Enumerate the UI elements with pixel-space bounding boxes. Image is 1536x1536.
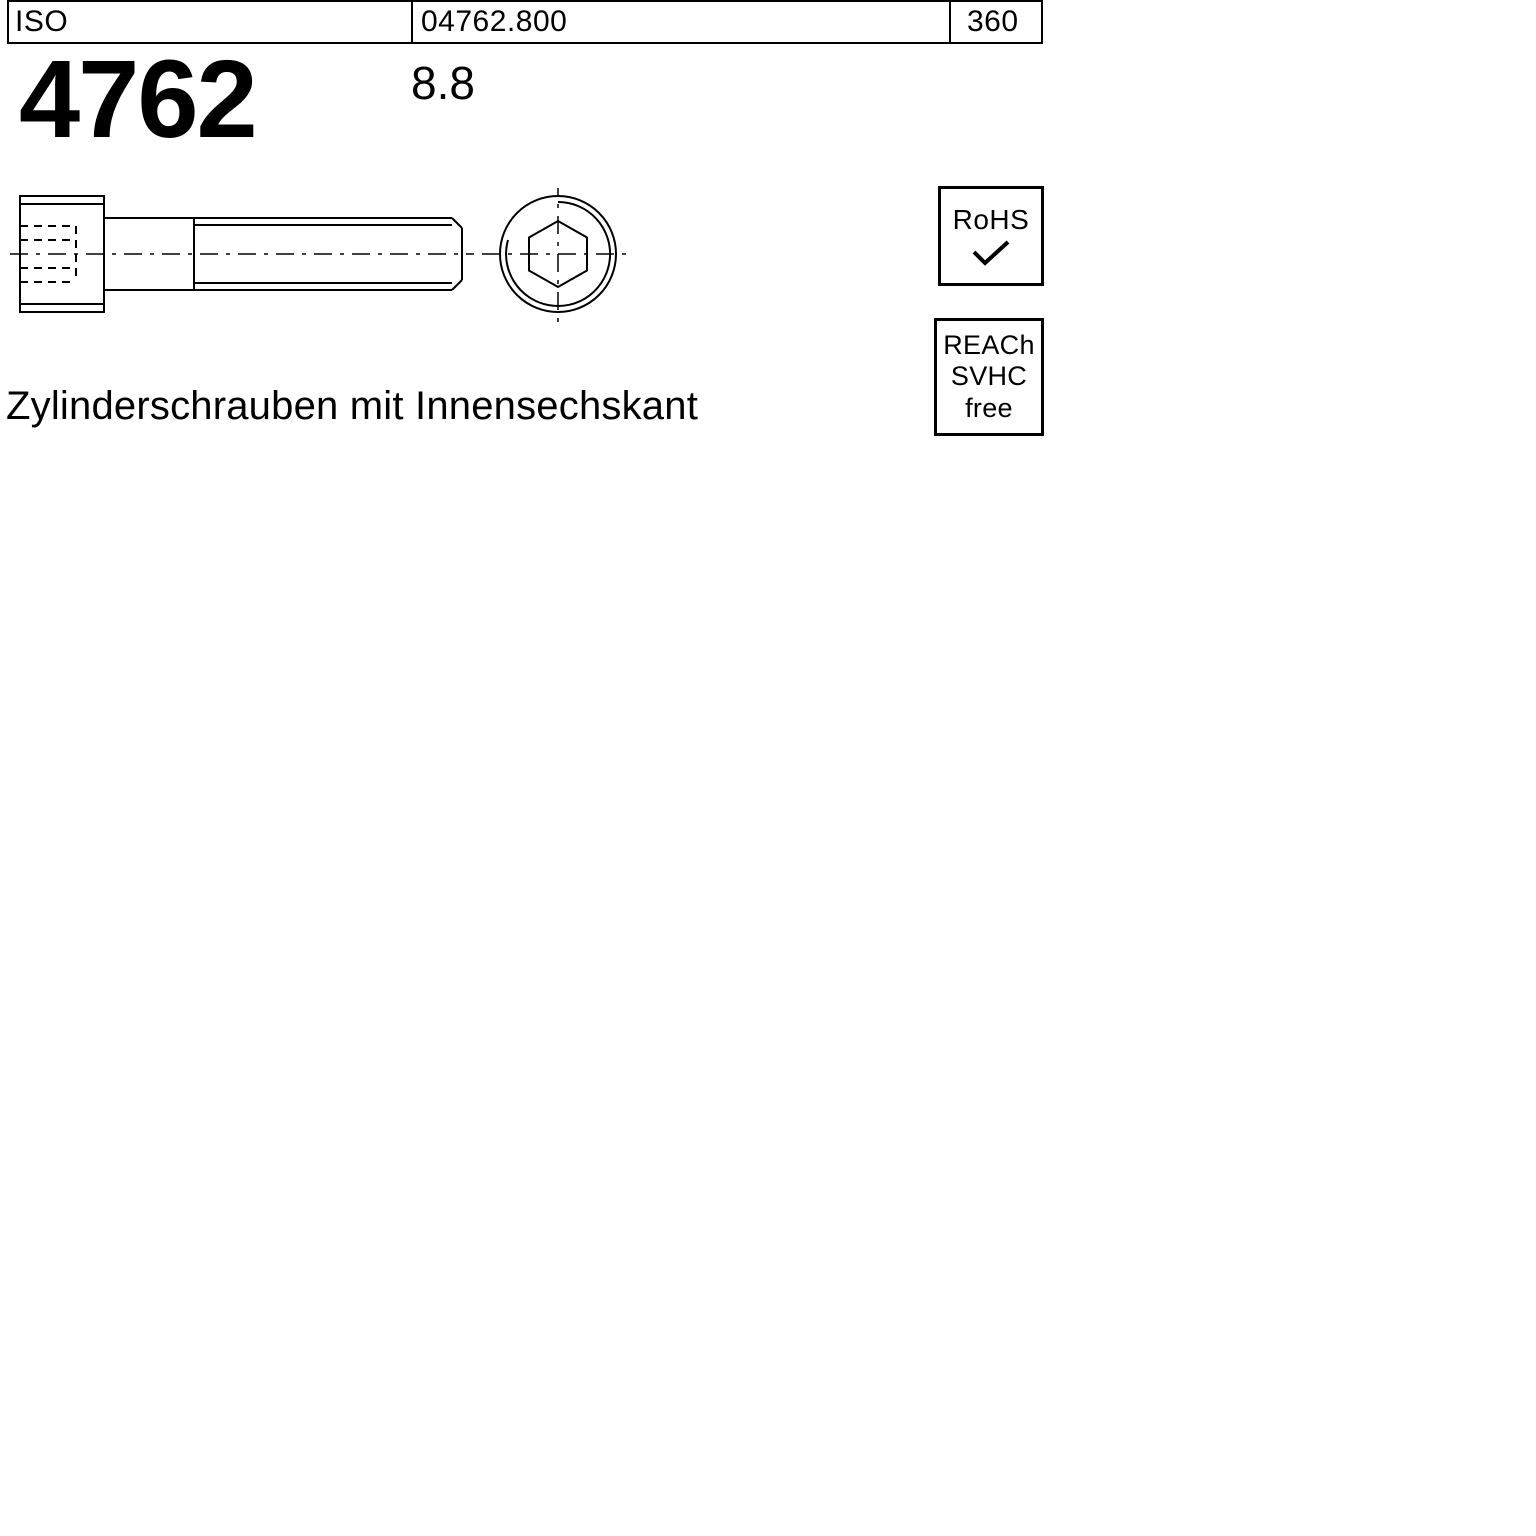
rohs-label: RoHS: [953, 204, 1030, 236]
product-description: Zylinderschrauben mit Innensechskant: [6, 384, 698, 429]
header-divider-1: [411, 2, 413, 42]
reach-line-3: free: [965, 393, 1013, 424]
header-qty: 360: [961, 2, 1019, 42]
check-icon: [970, 238, 1012, 268]
reach-line-2: SVHC: [951, 361, 1027, 392]
property-class: 8.8: [411, 56, 475, 110]
reach-badge: REACh SVHC free: [934, 318, 1044, 436]
standard-number: 4762: [19, 36, 256, 163]
screw-diagram-svg: [6, 188, 646, 338]
screw-end-view: [482, 188, 634, 330]
reach-line-1: REACh: [943, 330, 1035, 361]
main-row: 4762 8.8: [7, 42, 1043, 158]
rohs-badge: RoHS: [938, 186, 1044, 286]
technical-drawing: [6, 188, 646, 343]
header-code: 04762.800: [415, 2, 567, 42]
header-divider-2: [949, 2, 951, 42]
spec-sheet: ISO 04762.800 360 4762 8.8: [0, 0, 1536, 1536]
